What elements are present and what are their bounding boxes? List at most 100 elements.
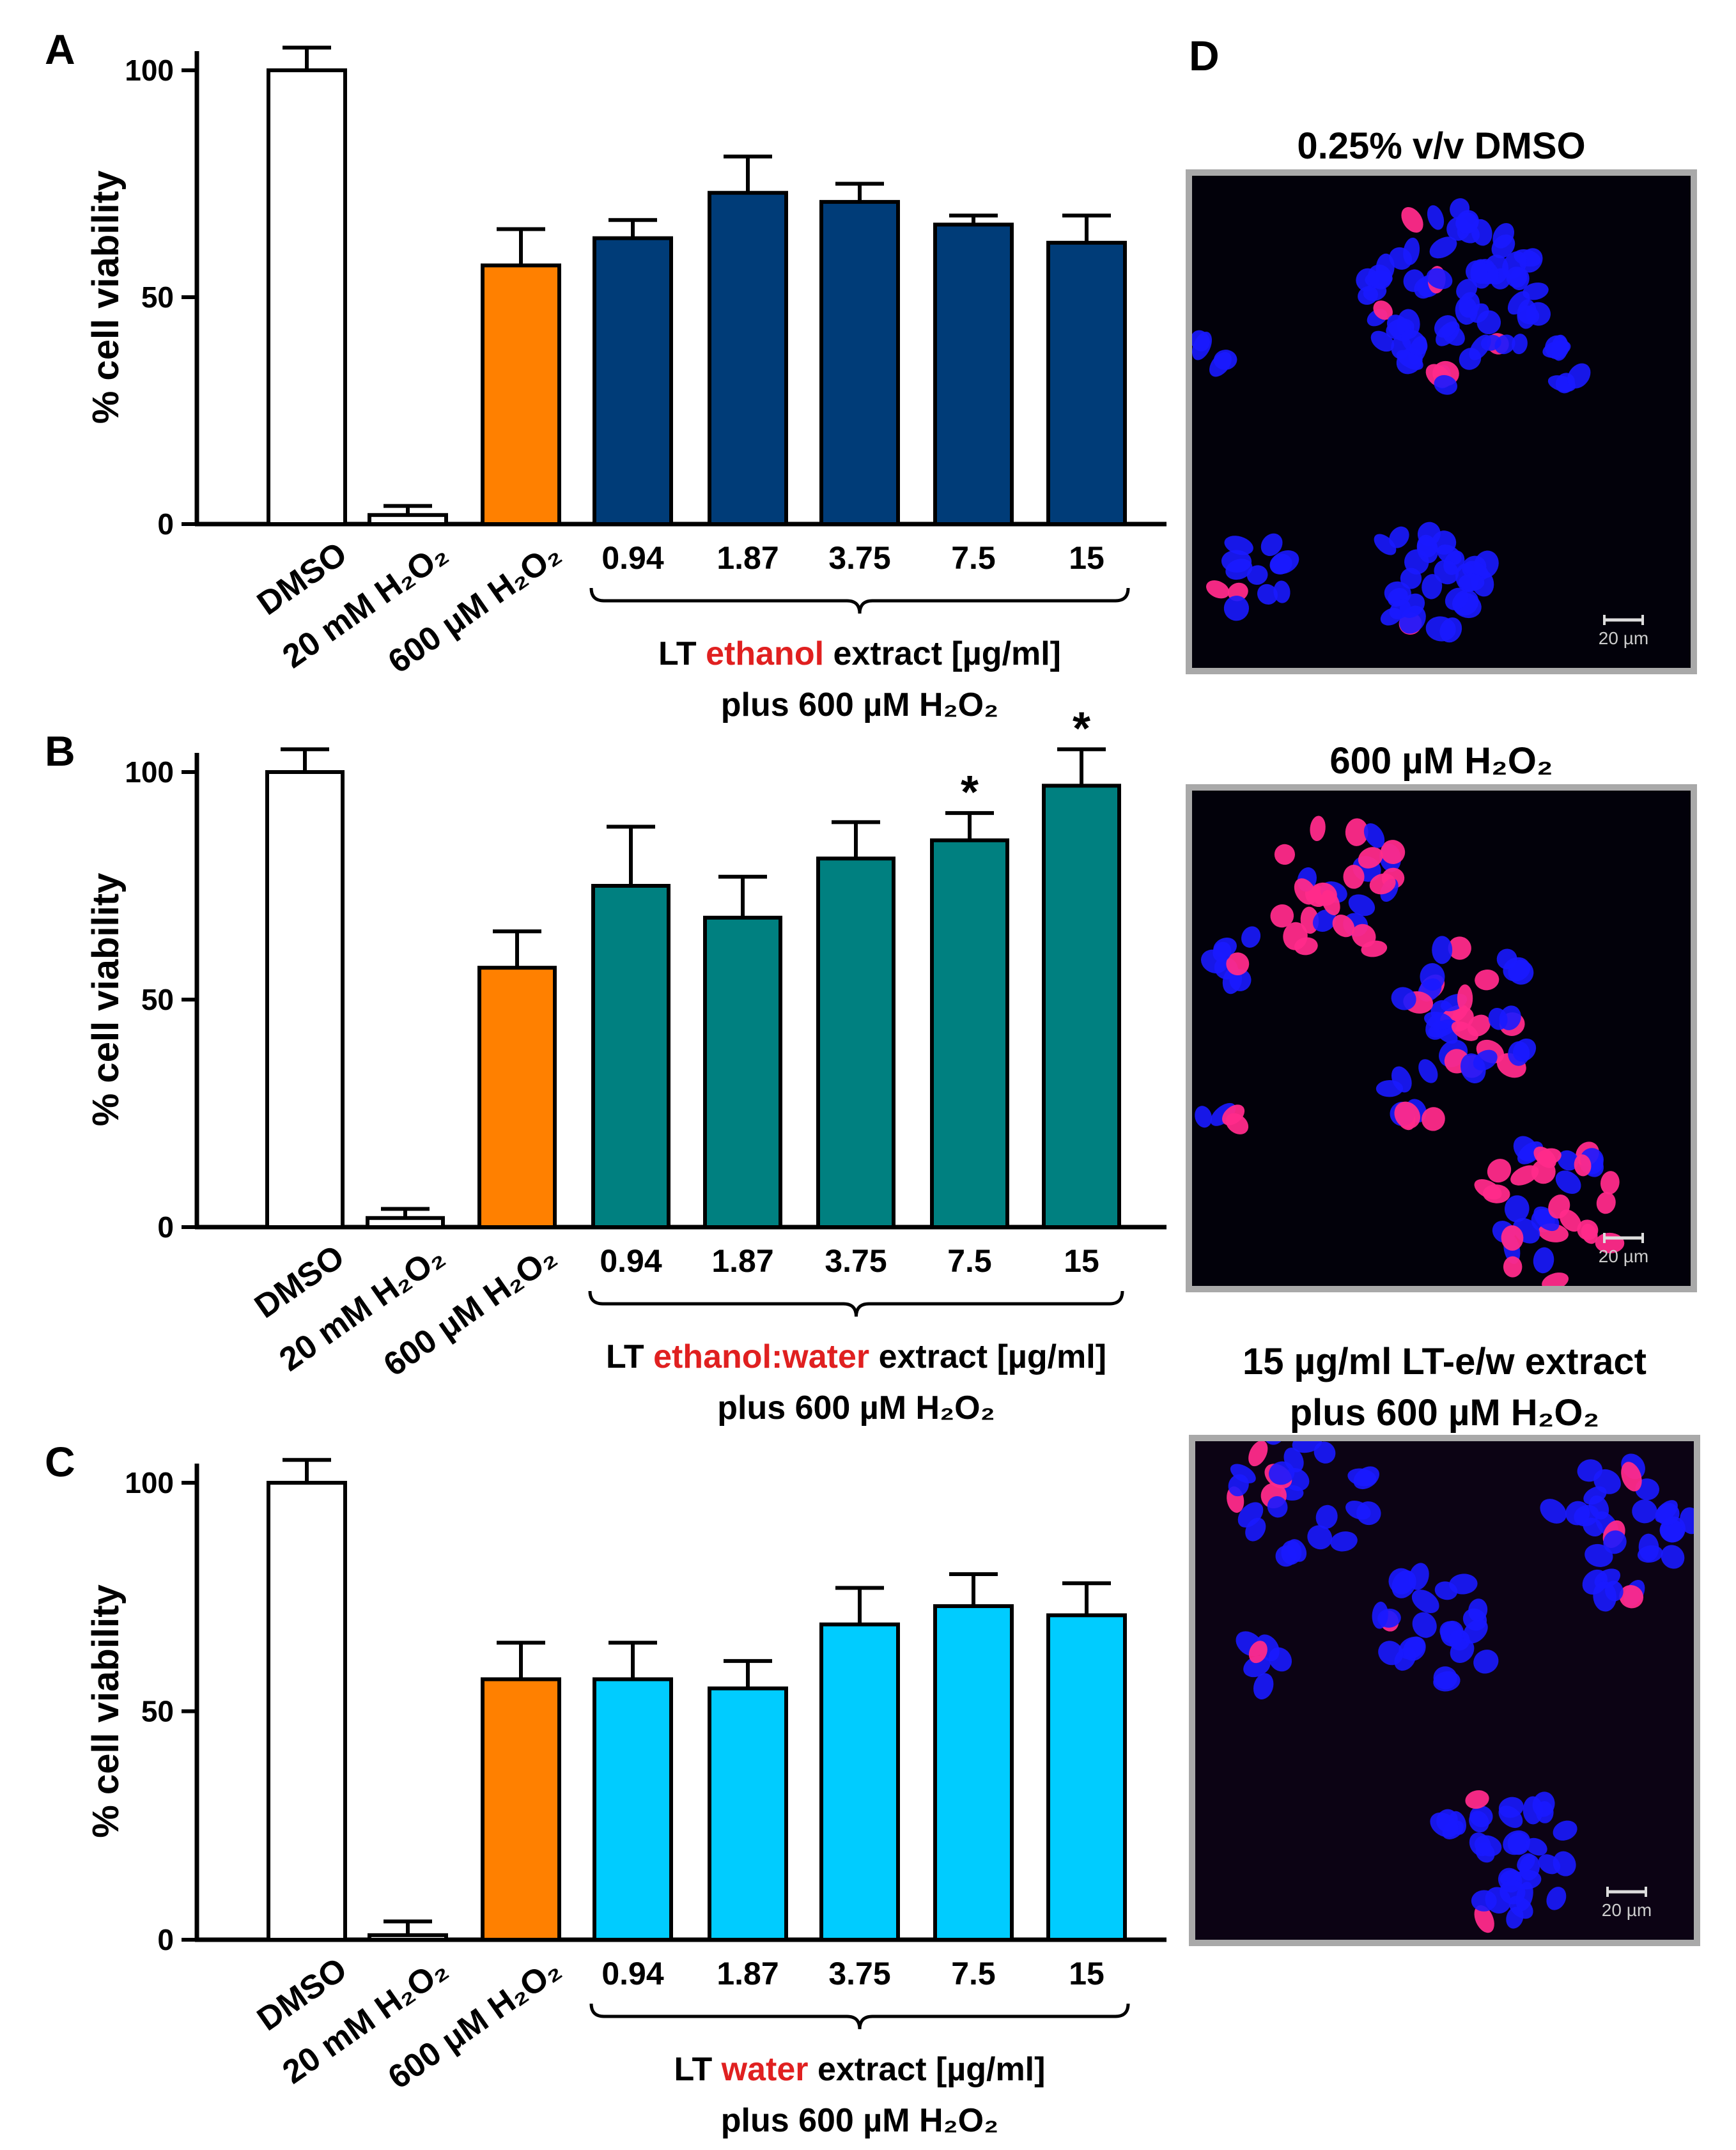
nucleus <box>1378 1641 1404 1666</box>
nucleus <box>1420 963 1445 991</box>
nucleus <box>1281 1540 1302 1565</box>
y-tick-label: 0 <box>157 1210 174 1244</box>
nucleus <box>1553 1820 1577 1841</box>
nucleus <box>1391 1570 1416 1598</box>
dead-cell <box>1373 300 1393 320</box>
nucleus <box>1499 1005 1521 1030</box>
nucleus <box>1430 1812 1459 1837</box>
panel-label: B <box>45 727 75 775</box>
dead-cell <box>1503 1256 1523 1278</box>
nucleus <box>1253 1673 1274 1699</box>
concentration-label: 0.94 <box>601 1956 664 1991</box>
dead-cell <box>1581 1223 1598 1244</box>
bar <box>1046 240 1127 526</box>
dead-cell <box>1358 847 1383 869</box>
nucleus <box>1604 1581 1624 1602</box>
y-tick-label: 50 <box>141 281 174 314</box>
y-tick-label: 50 <box>141 1695 174 1728</box>
bar <box>1042 784 1121 1229</box>
nucleus <box>1469 1811 1489 1833</box>
micrograph-2: 600 µM H₂O₂ 20 µm <box>1186 740 1697 1292</box>
nucleus <box>1246 565 1268 585</box>
nucleus <box>1243 1655 1271 1678</box>
bar <box>481 1677 561 1942</box>
nucleus <box>1496 948 1517 970</box>
dead-cell <box>1394 1101 1421 1129</box>
micrograph-title: 0.25% v/v DMSO <box>1297 125 1585 167</box>
concentration-label: 15 <box>1069 1956 1104 1991</box>
nucleus <box>1460 1053 1486 1083</box>
dead-cell <box>1310 816 1326 842</box>
micrograph-1: 0.25% v/v DMSO 20 µm <box>1186 125 1697 674</box>
nucleus <box>1476 310 1501 335</box>
bar <box>477 966 557 1230</box>
micrograph-title: 600 µM H₂O₂ <box>1329 740 1553 782</box>
caption-suffix: extract [µg/ml] <box>824 635 1061 672</box>
y-tick-label: 0 <box>157 1923 174 1956</box>
nucleus <box>1661 1545 1685 1569</box>
nucleus <box>1411 1589 1439 1614</box>
dead-cell <box>1475 969 1500 991</box>
concentration-label: 1.87 <box>711 1243 773 1279</box>
dead-cell <box>1457 984 1473 1013</box>
nucleus <box>1403 237 1420 265</box>
nucleus <box>1330 1531 1358 1552</box>
nucleus <box>1632 1499 1657 1524</box>
bar <box>593 236 673 526</box>
nucleus <box>1314 1441 1336 1464</box>
nucleus <box>1485 1887 1511 1914</box>
bar <box>933 1604 1014 1942</box>
caption-line-2: plus 600 µM H₂O₂ <box>721 686 998 723</box>
nucleus <box>1542 340 1571 358</box>
nucleus <box>1241 926 1261 948</box>
dead-cell <box>1574 1154 1592 1177</box>
nucleus <box>1532 1791 1555 1817</box>
panel-label: A <box>45 26 75 73</box>
nucleus <box>1455 212 1478 234</box>
bar <box>930 838 1009 1230</box>
nucleus <box>1213 350 1237 370</box>
nucleus <box>1245 1517 1266 1542</box>
nucleus <box>1565 1501 1590 1526</box>
dead-cell <box>1465 1790 1489 1809</box>
nucleus <box>1577 1459 1602 1482</box>
dead-cell <box>1274 844 1296 865</box>
nucleus <box>1213 941 1232 963</box>
concentration-label: 7.5 <box>951 1956 996 1991</box>
nucleus <box>1445 587 1469 610</box>
nucleus <box>1638 1533 1659 1561</box>
nucleus <box>1515 1882 1533 1911</box>
nucleus <box>1434 375 1457 395</box>
dead-cell <box>1548 1195 1570 1219</box>
grouping-brace <box>589 2003 1130 2030</box>
nucleus <box>1508 1041 1530 1066</box>
nucleus <box>1429 236 1457 259</box>
nucleus <box>1424 1011 1453 1030</box>
scale-bar-label: 20 µm <box>1599 628 1648 648</box>
nucleus <box>1432 936 1453 964</box>
dead-cell <box>1621 1462 1642 1492</box>
nucleus <box>1391 987 1416 1010</box>
significance-marker: * <box>1073 703 1090 754</box>
bar <box>366 1216 445 1230</box>
y-axis-label: % cell viability <box>85 171 127 424</box>
bar <box>267 1481 347 1942</box>
nucleus <box>1292 1441 1322 1453</box>
nucleus <box>1257 584 1278 605</box>
nucleus <box>1474 1835 1502 1857</box>
nucleus <box>1418 1059 1438 1083</box>
caption-prefix: LT <box>674 2051 722 2088</box>
caption-highlight: water <box>721 2051 809 2088</box>
nucleus <box>1273 580 1290 603</box>
nucleus <box>1492 222 1514 249</box>
nucleus <box>1268 1647 1292 1672</box>
concentration-label: 3.75 <box>825 1243 887 1279</box>
y-tick-label: 100 <box>125 1466 174 1499</box>
nucleus <box>1498 1797 1524 1818</box>
nucleus <box>1368 264 1392 290</box>
nucleus <box>1315 1504 1338 1529</box>
nucleus <box>1292 1441 1295 1442</box>
nucleus <box>1426 268 1453 290</box>
